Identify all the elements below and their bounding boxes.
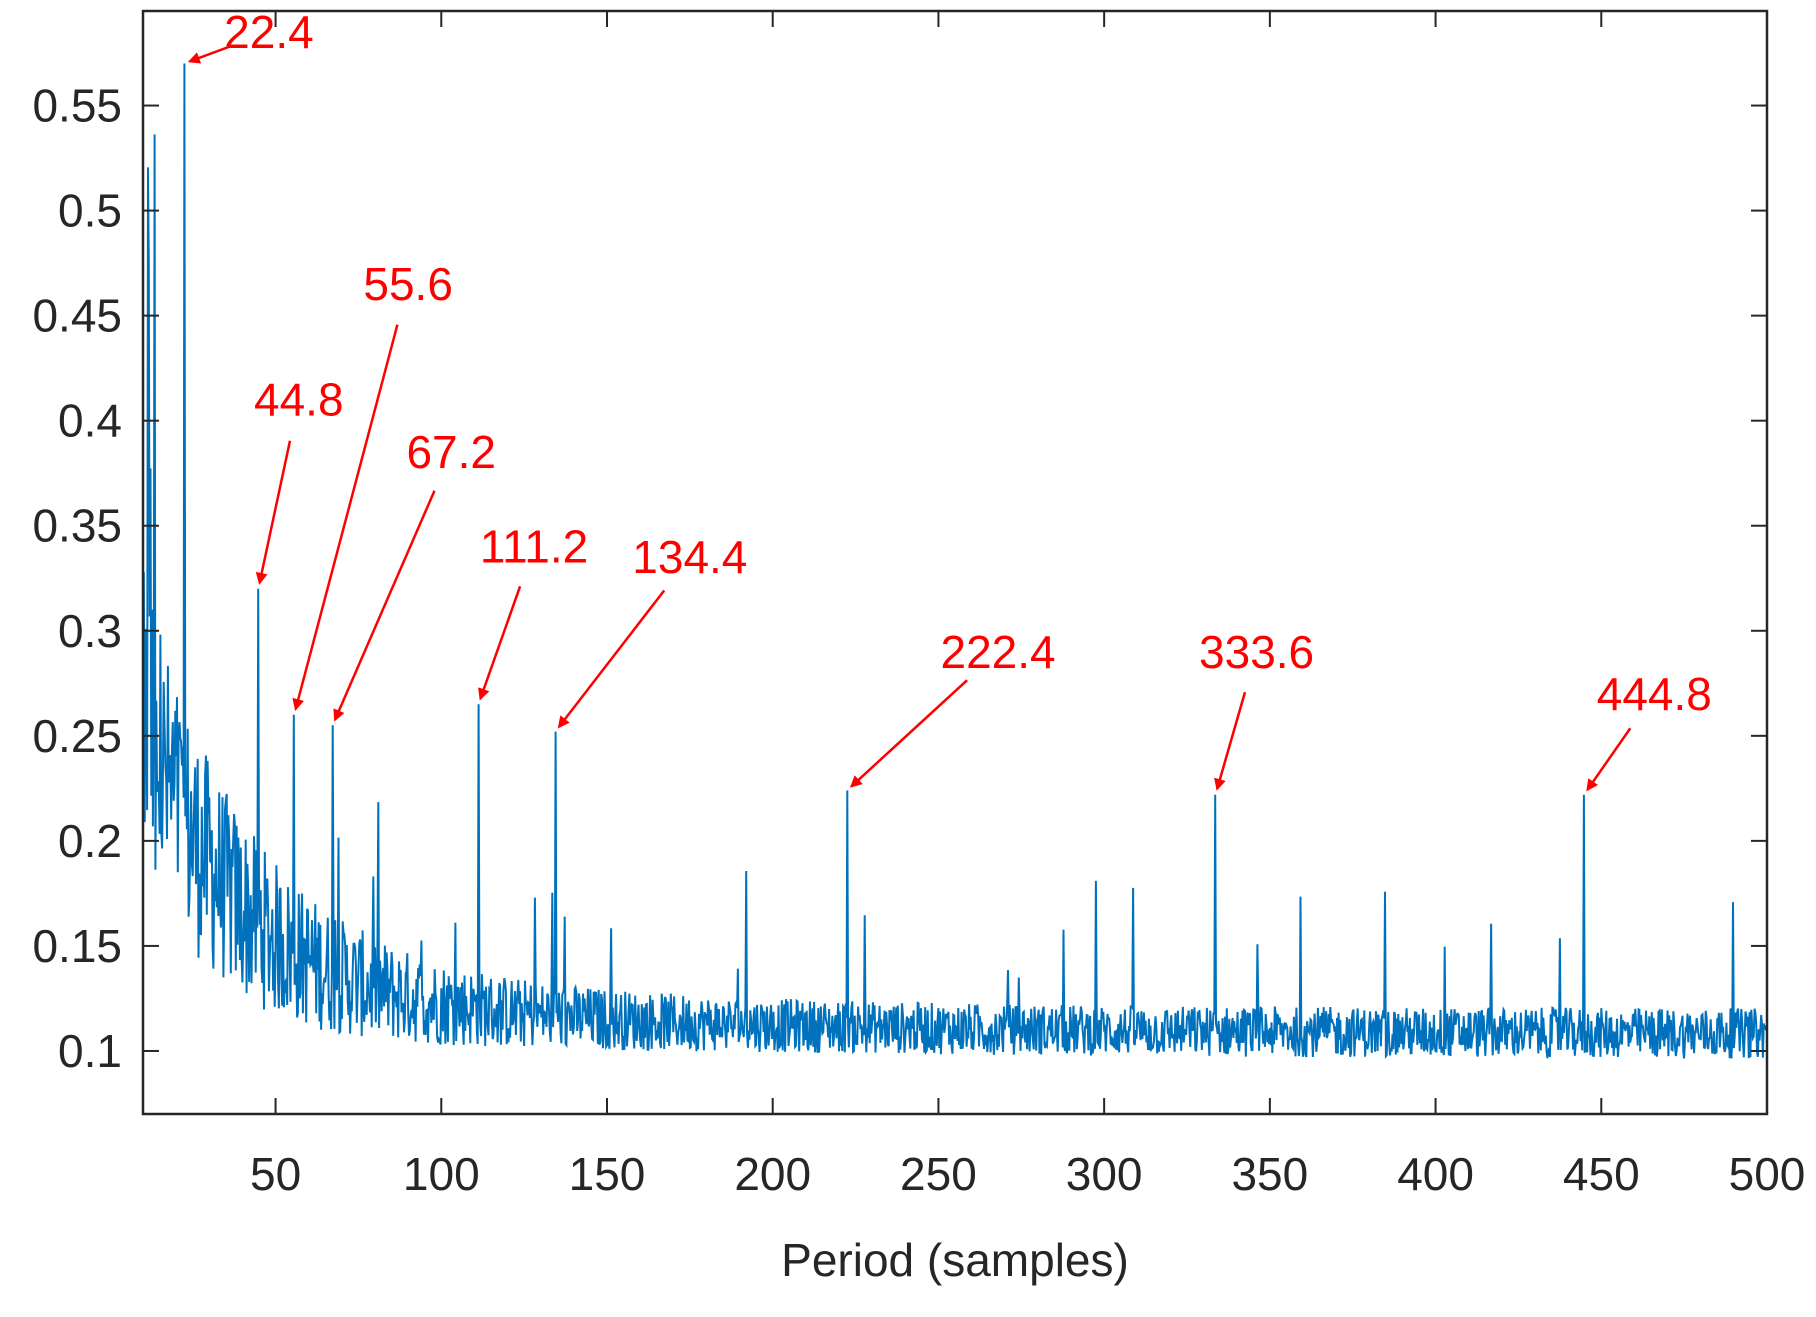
- y-tick-label: 0.4: [58, 395, 122, 447]
- periodogram-line: [143, 63, 1767, 1060]
- annotation-label: 111.2: [480, 521, 588, 573]
- x-tick-label: 250: [900, 1148, 977, 1200]
- x-tick-label: 350: [1231, 1148, 1308, 1200]
- annotation-label: 444.8: [1597, 668, 1712, 720]
- x-tick-label: 150: [569, 1148, 646, 1200]
- y-tick-label: 0.5: [58, 185, 122, 237]
- annotation-arrow: [849, 679, 968, 788]
- series-layer: [143, 63, 1767, 1060]
- x-tick-label: 200: [734, 1148, 811, 1200]
- x-tick-label: 400: [1397, 1148, 1474, 1200]
- x-tick-label: 50: [250, 1148, 301, 1200]
- plot-area-background: [143, 11, 1767, 1114]
- annotation-arrow: [333, 490, 436, 722]
- y-tick-label: 0.55: [32, 80, 122, 132]
- tick-layer: 50 100 150 200 250 300 350 400 450 500 0.1 0.15 0.2 0…: [32, 11, 1805, 1200]
- y-tick-label: 0.1: [58, 1025, 122, 1077]
- annotation-arrow: [557, 589, 666, 729]
- annotation-arrow: [255, 440, 292, 585]
- y-tick-label: 0.25: [32, 710, 122, 762]
- y-tick-label: 0.45: [32, 290, 122, 342]
- x-tick-label: 450: [1563, 1148, 1640, 1200]
- y-tick-label: 0.3: [58, 605, 122, 657]
- x-axis-label: Period (samples): [781, 1234, 1129, 1286]
- y-tick-label: 0.15: [32, 920, 122, 972]
- annotation-arrow: [1586, 727, 1632, 792]
- y-tick-label: 0.2: [58, 815, 122, 867]
- annotation-arrow: [292, 324, 399, 711]
- annotation-label: 333.6: [1199, 626, 1314, 678]
- annotation-label: 44.8: [254, 374, 344, 426]
- x-tick-label: 100: [403, 1148, 480, 1200]
- annotation-label: 134.4: [632, 531, 747, 583]
- y-tick-label: 0.35: [32, 500, 122, 552]
- annotation-arrow: [478, 585, 522, 701]
- annotation-label: 55.6: [363, 258, 453, 310]
- annotation-layer: 22.4 44.8 55.6 67.2 111.2 134.4 222.4 333.6 444.…: [187, 6, 1712, 792]
- annotation-label: 67.2: [406, 426, 496, 478]
- annotation-label: 22.4: [224, 6, 314, 58]
- annotation-arrow: [187, 45, 231, 64]
- plot-axes-box: [141, 9, 1769, 1116]
- annotation-label: 222.4: [941, 626, 1056, 678]
- x-tick-label: 300: [1066, 1148, 1143, 1200]
- annotation-arrow: [1214, 691, 1247, 791]
- x-tick-label: 500: [1729, 1148, 1806, 1200]
